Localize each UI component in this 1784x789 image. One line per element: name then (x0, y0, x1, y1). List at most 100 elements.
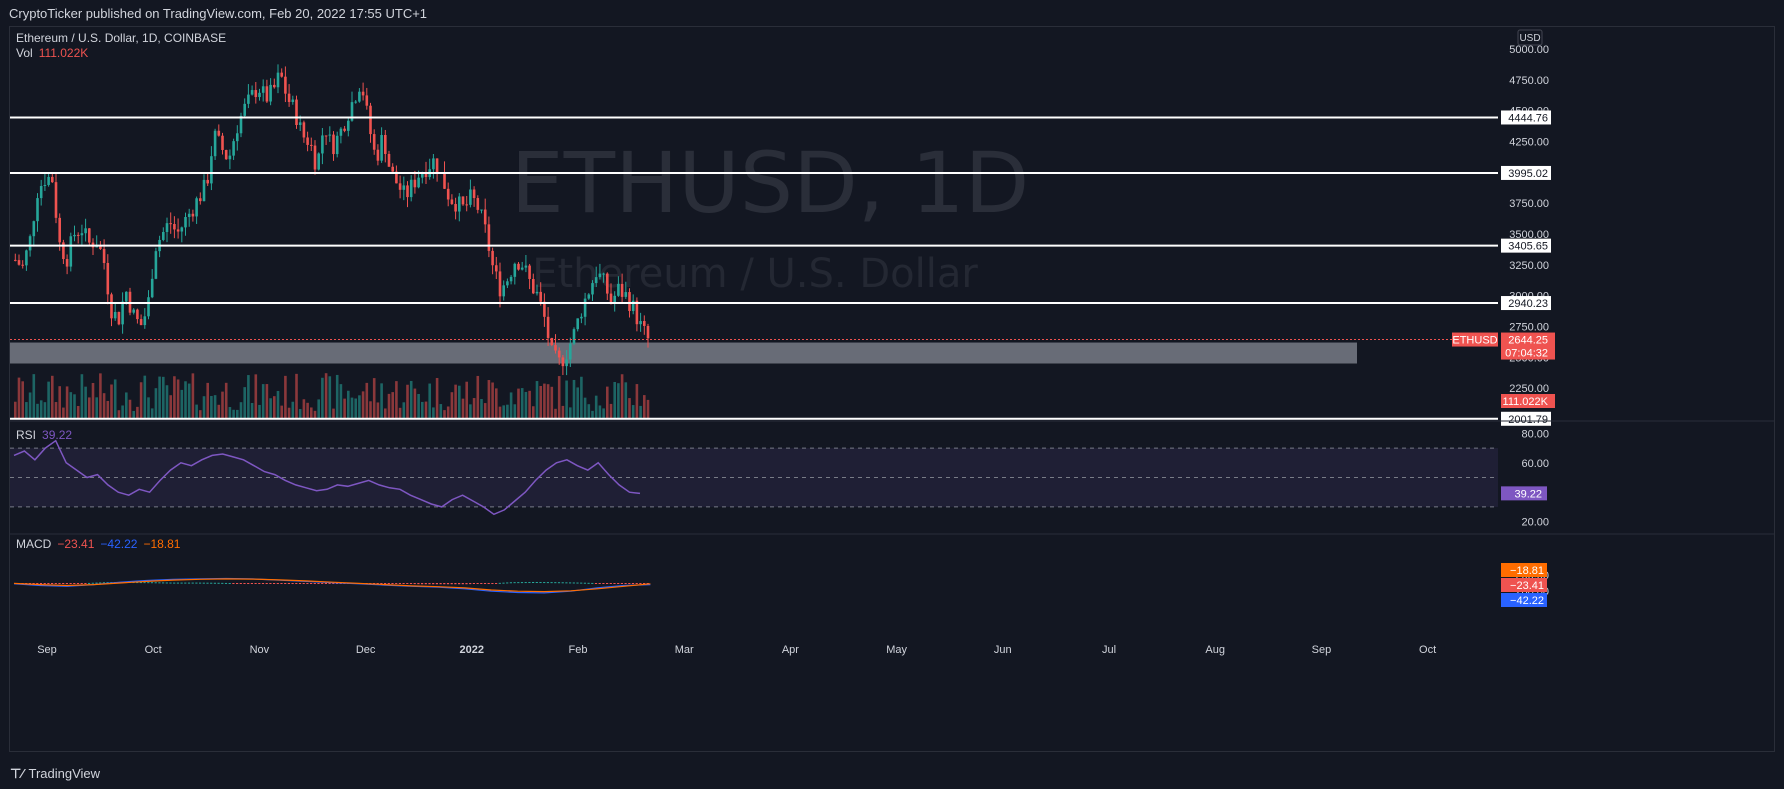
candle-body (543, 301, 546, 317)
macd-histogram-bar (480, 583, 483, 584)
y-tick-label: 2250.00 (1509, 383, 1549, 395)
volume-bar (276, 390, 280, 419)
macd-value-tag (1501, 578, 1547, 592)
level-price-text: 2940.23 (1508, 298, 1548, 310)
candle-body (199, 198, 202, 202)
macd-histogram-bar (543, 582, 546, 584)
candle-body (358, 91, 361, 102)
volume-bar (609, 403, 613, 419)
macd-histogram-bar (284, 583, 287, 584)
footer: ⊤∕ TradingView (0, 756, 1784, 789)
macd-histogram-bar (613, 583, 616, 584)
macd-histogram-bar (232, 583, 235, 584)
volume-bar (358, 395, 361, 419)
rsi-legend[interactable]: RSI 39.22 (16, 428, 72, 442)
candle-body (528, 265, 531, 279)
candle-body (150, 278, 154, 298)
macd-histogram-bar (54, 583, 57, 584)
macd-histogram-bar (280, 583, 283, 584)
volume-bar (125, 392, 128, 419)
macd-histogram-bar (224, 582, 228, 584)
volume-bar (162, 376, 165, 419)
level-price-tag (1501, 165, 1551, 180)
volume-bar (47, 381, 50, 419)
macd-histogram-bar (317, 583, 320, 584)
candle-body (635, 300, 639, 325)
volume-bar (372, 378, 376, 419)
volume-bar (17, 377, 21, 419)
candle-body (154, 251, 158, 279)
macd-histogram-bar (506, 582, 509, 584)
macd-histogram-bar (624, 583, 627, 584)
candle-body (524, 265, 528, 268)
candle-body (84, 228, 87, 234)
candle-body (113, 311, 117, 319)
volume-bar (598, 405, 602, 419)
volume-legend[interactable]: Vol 111.022K (16, 46, 88, 60)
macd-histogram-bar (195, 582, 198, 584)
x-tick-label: Oct (145, 644, 162, 656)
tradingview-logo[interactable]: ⊤∕ TradingView (10, 766, 100, 782)
macd-histogram-bar (295, 583, 298, 584)
macd-histogram-bar (631, 583, 635, 584)
volume-bar (495, 388, 498, 419)
macd-histogram-bar (84, 583, 87, 584)
macd-histogram-bar (221, 582, 224, 584)
macd-histogram-bar (328, 583, 331, 584)
macd-histogram-bar (69, 583, 72, 584)
candle-body (620, 283, 624, 297)
volume-bar (76, 405, 80, 419)
macd-histogram-bar (313, 583, 316, 584)
volume-bar (150, 408, 154, 419)
candle-body (162, 232, 165, 240)
macd-histogram-bar (491, 583, 494, 584)
macd-histogram-bar (47, 583, 50, 584)
volume-bar (187, 383, 191, 419)
macd-legend[interactable]: MACD −23.41 −42.22 −18.81 (16, 537, 180, 551)
y-tick-label: 3250.00 (1509, 260, 1549, 272)
symbol-legend[interactable]: Ethereum / U.S. Dollar, 1D, COINBASE (16, 31, 226, 45)
volume-bar (317, 399, 320, 419)
macd-histogram-bar (561, 582, 564, 584)
candle-body (106, 262, 110, 295)
macd-histogram-bar (391, 583, 394, 584)
macd-histogram-bar (28, 583, 31, 584)
candle-body (646, 325, 650, 339)
macd-histogram-bar (602, 583, 605, 584)
macd-histogram-bar (99, 582, 102, 584)
macd-histogram-bar (554, 582, 557, 584)
symbol-title: Ethereum / U.S. Dollar, 1D, COINBASE (16, 31, 227, 45)
macd-histogram-bar (324, 583, 327, 584)
candle-body (110, 294, 113, 319)
x-tick-label: 2022 (460, 644, 484, 656)
candle-body (102, 248, 106, 263)
candle-body (321, 135, 324, 154)
volume-bar (32, 374, 36, 419)
volume-bar (572, 379, 576, 419)
candle-body (261, 86, 265, 93)
macd-histogram-bar (606, 583, 609, 584)
candle-body (613, 295, 616, 303)
volume-bar (343, 398, 346, 419)
candle-body (369, 105, 372, 135)
macd-histogram-bar (417, 583, 420, 585)
candle-body (583, 298, 587, 317)
volume-bar (328, 376, 332, 419)
candle-body (43, 184, 47, 187)
volume-bar (576, 387, 579, 419)
candle-body (347, 120, 350, 131)
candle-body (287, 93, 291, 102)
macd-value-tag-text: −23.41 (1510, 580, 1544, 592)
macd-histogram-bar (513, 582, 516, 584)
volume-bar (354, 398, 357, 419)
macd-histogram-bar (472, 583, 475, 584)
macd-histogram-bar (424, 583, 427, 585)
volume-bar (165, 385, 169, 419)
candle-body (173, 224, 176, 230)
candle-body (354, 101, 357, 103)
volume-bar (287, 407, 291, 419)
macd-histogram-bar (572, 582, 575, 584)
volume-bar (561, 405, 565, 419)
macd-histogram-bar (247, 583, 250, 584)
